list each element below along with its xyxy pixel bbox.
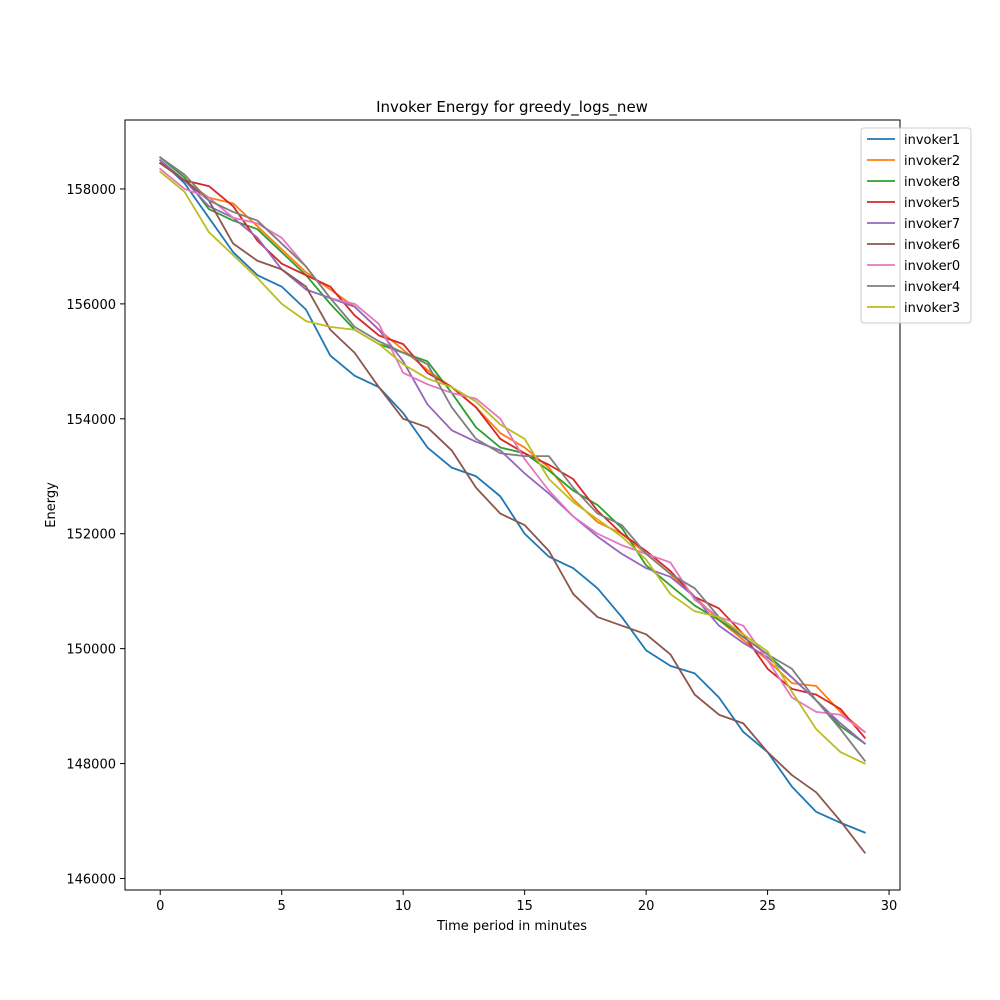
x-tick-label: 5 [278,899,286,914]
chart-title: Invoker Energy for greedy_logs_new [376,98,648,117]
x-tick-label: 30 [881,899,898,914]
legend-label-invoker7: invoker7 [904,217,960,232]
x-tick-label: 0 [156,899,164,914]
y-tick-label: 156000 [66,298,116,313]
legend-label-invoker6: invoker6 [904,238,960,253]
legend-label-invoker0: invoker0 [904,259,960,274]
series-line-invoker1 [158,158,866,834]
plot-frame [124,119,901,891]
series-line-invoker7 [158,158,867,745]
series-line-invoker6 [158,161,867,854]
series-line-invoker0 [158,167,867,734]
legend-label-invoker2: invoker2 [904,154,960,169]
y-tick-label: 158000 [66,183,116,198]
x-tick-label: 25 [759,899,776,914]
y-tick-label: 154000 [66,413,116,428]
axes: 0 5 10 15 20 25 30 146000 148000 150000 152000 1540… [66,119,901,914]
y-tick-label: 148000 [66,758,116,773]
legend-label-invoker4: invoker4 [904,280,960,295]
x-axis-label: Time period in minutes [436,919,587,934]
series-lines [158,156,867,854]
series-line-invoker3 [158,170,866,765]
legend-box [860,127,972,324]
legend-label-invoker5: invoker5 [904,196,960,211]
y-tick-label: 150000 [66,643,116,658]
y-tick-label: 152000 [66,528,116,543]
x-tick-label: 20 [638,899,655,914]
legend-label-invoker8: invoker8 [904,175,960,190]
series-line-invoker4 [158,156,867,762]
legend-label-invoker1: invoker1 [904,133,960,148]
x-tick-label: 15 [516,899,533,914]
legend-label-invoker3: invoker3 [904,301,960,316]
y-axis-label: Energy [44,482,59,528]
x-tick-label: 10 [395,899,412,914]
y-tick-label: 146000 [66,873,116,888]
legend: invoker1 invoker2 invoker8 invoker5 invoker7… [860,127,972,324]
